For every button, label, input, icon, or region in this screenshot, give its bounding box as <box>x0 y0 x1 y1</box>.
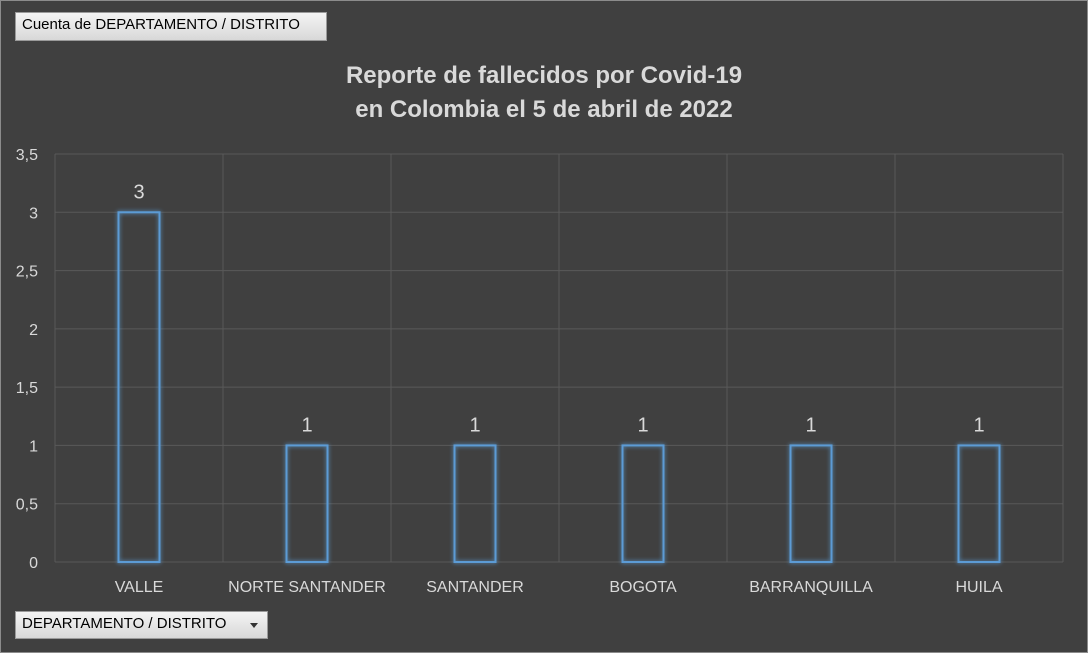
y-tick-label: 3 <box>29 205 38 222</box>
data-labels: 3 1 1 1 1 1 <box>133 181 984 436</box>
bar[interactable] <box>957 444 1001 563</box>
y-tick-label: 2,5 <box>16 264 38 281</box>
bar[interactable] <box>453 444 497 563</box>
y-axis-tick-labels: 0 0,5 1 1,5 2 2,5 3 3,5 <box>16 147 38 572</box>
y-tick-label: 0 <box>29 555 38 572</box>
bar[interactable] <box>285 444 329 563</box>
bars <box>117 211 1001 564</box>
x-category-label: NORTE SANTANDER <box>228 579 386 596</box>
x-category-label: SANTANDER <box>426 579 524 596</box>
data-label: 1 <box>637 414 648 436</box>
chevron-down-icon[interactable] <box>250 623 258 628</box>
chart-title-line-2: en Colombia el 5 de abril de 2022 <box>355 96 733 123</box>
x-category-label: HUILA <box>955 579 1002 596</box>
x-axis-category-labels: VALLE NORTE SANTANDER SANTANDER BOGOTA BARRA… <box>115 579 1003 596</box>
x-category-label: BOGOTA <box>609 579 677 596</box>
data-label: 1 <box>973 414 984 436</box>
x-category-label: BARRANQUILLA <box>749 579 873 596</box>
y-tick-label: 1,5 <box>16 380 38 397</box>
y-tick-label: 2 <box>29 322 38 339</box>
axis-field-label: DEPARTAMENTO / DISTRITO <box>22 615 227 632</box>
chart-title-line-1: Reporte de fallecidos por Covid-19 <box>345 62 743 89</box>
axis-field-dropdown[interactable]: DEPARTAMENTO / DISTRITO <box>15 611 268 639</box>
values-field-button[interactable]: Cuenta de DEPARTAMENTO / DISTRITO <box>15 12 327 41</box>
data-label: 3 <box>133 181 144 203</box>
y-tick-label: 1 <box>29 438 38 455</box>
data-label: 1 <box>301 414 312 436</box>
x-category-label: VALLE <box>115 579 164 596</box>
y-tick-label: 3,5 <box>16 147 38 164</box>
bar[interactable] <box>117 211 161 564</box>
gridlines <box>54 153 1064 563</box>
y-tick-label: 0,5 <box>16 497 38 514</box>
values-field-label: Cuenta de DEPARTAMENTO / DISTRITO <box>22 16 300 33</box>
bar[interactable] <box>621 444 665 563</box>
bar[interactable] <box>789 444 833 563</box>
data-label: 1 <box>805 414 816 436</box>
data-label: 1 <box>469 414 480 436</box>
